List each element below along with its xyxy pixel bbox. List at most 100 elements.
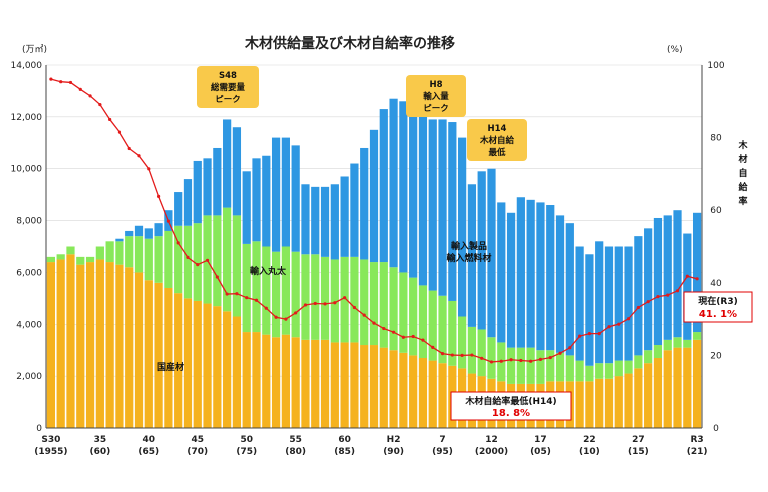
bar-segment-import-logs: [134, 236, 144, 273]
self-sufficiency-point: [499, 359, 503, 363]
bar-segment-import-logs: [311, 254, 320, 340]
bar-segment-import-logs: [66, 246, 75, 255]
bar-segment-import-products: [399, 101, 408, 273]
self-sufficiency-point: [108, 117, 112, 122]
bar-segment-domestic: [320, 339, 330, 428]
bar-segment-domestic: [46, 262, 55, 428]
bar-segment-domestic: [438, 363, 447, 428]
x-tick-sublabel: (95): [432, 447, 453, 457]
bar-segment-import-logs: [223, 207, 232, 312]
bar-segment-import-logs: [85, 256, 95, 263]
self-sufficiency-point: [480, 356, 484, 360]
bar-segment-import-logs: [76, 256, 85, 265]
self-sufficiency-point: [49, 77, 53, 81]
right-axis-ticks: 0 20 40 60 80 100: [707, 61, 724, 434]
x-tick-sublabel: (2000): [475, 447, 508, 457]
bar-segment-domestic: [262, 334, 271, 428]
self-sufficiency-point: [607, 325, 611, 329]
bar-segment-domestic: [683, 347, 692, 428]
right-tick-label: 80: [710, 134, 722, 144]
self-sufficiency-point: [205, 258, 210, 262]
bar-segment-import-logs: [115, 241, 124, 265]
bar-segment-import-logs: [663, 339, 672, 351]
svg-text:木材自給: 木材自給: [479, 135, 515, 146]
x-tick-label: 35: [94, 435, 107, 445]
right-tick-label: 20: [710, 351, 722, 361]
bar-segment-domestic: [585, 381, 594, 428]
bar-segment-import-logs: [516, 347, 525, 384]
bar-segment-import-logs: [213, 215, 222, 307]
x-tick-sublabel: (85): [334, 447, 355, 457]
bar-segment-import-products: [634, 236, 643, 356]
label-import-fuel: 輸入燃料材: [446, 252, 491, 264]
bar-segment-import-products: [379, 109, 388, 263]
bar-segment-import-logs: [379, 262, 388, 348]
left-axis-ticks: 0 2,000 4,000 6,000 8,000 10,000 12,000 14,000: [11, 61, 43, 434]
bar-segment-domestic: [575, 381, 584, 428]
x-tick-sublabel: (65): [138, 447, 159, 457]
bar-segment-import-logs: [614, 360, 623, 377]
self-sufficiency-point: [597, 332, 601, 336]
bar-segment-import-products: [555, 215, 565, 353]
bar-segment-domestic: [663, 350, 672, 428]
bar-segment-import-logs: [644, 350, 653, 364]
bar-segment-import-logs: [487, 337, 496, 379]
bar-segment-import-logs: [604, 363, 614, 379]
bar-segment-import-logs: [477, 329, 486, 377]
bar-segment-import-products: [213, 147, 222, 216]
bar-segment-import-products: [565, 223, 574, 356]
bar-segment-import-products: [614, 246, 623, 361]
annotation-s48: S48 総需要量 ピーク: [197, 66, 259, 108]
bar-segment-import-products: [663, 215, 672, 340]
x-tick-sublabel: (75): [236, 447, 257, 457]
bar-segment-domestic: [85, 262, 95, 428]
self-sufficiency-point: [313, 301, 317, 306]
bar-segment-import-logs: [95, 246, 104, 260]
bar-segment-import-products: [477, 171, 486, 330]
annotation-h14: H14 木材自給 最低: [467, 119, 527, 161]
self-sufficiency-point: [254, 298, 259, 302]
bar-segment-import-logs: [242, 243, 251, 333]
self-sufficiency-point: [352, 305, 357, 310]
bar-segment-import-logs: [46, 256, 55, 263]
self-sufficiency-point: [401, 335, 405, 339]
bar-segment-import-logs: [389, 267, 398, 351]
right-axis-unit: (%): [667, 45, 683, 55]
bar-segment-import-logs: [369, 262, 379, 346]
self-sufficiency-point: [646, 300, 650, 304]
bar-segment-domestic: [418, 357, 428, 428]
bar-segment-domestic: [271, 337, 281, 428]
x-tick-label: 45: [191, 435, 204, 445]
bar-segment-import-products: [536, 202, 545, 351]
bar-segment-domestic: [350, 342, 359, 428]
self-sufficiency-point: [617, 322, 621, 326]
bar-segment-domestic: [242, 332, 251, 428]
bar-segment-domestic: [164, 287, 173, 428]
self-sufficiency-point: [137, 154, 141, 158]
self-sufficiency-point: [470, 353, 474, 357]
svg-text:現在(R3): 現在(R3): [698, 295, 737, 307]
bar-segment-import-products: [350, 163, 359, 257]
bar-segment-import-logs: [526, 347, 535, 384]
annotation-h8: H8 輸入量 ピーク: [406, 75, 466, 117]
self-sufficiency-point: [411, 334, 415, 339]
bar-segment-import-logs: [418, 285, 428, 358]
svg-text:H8: H8: [429, 80, 442, 90]
bar-segment-import-logs: [624, 360, 633, 374]
self-sufficiency-point: [656, 294, 660, 299]
bar-segment-domestic: [232, 316, 242, 428]
bar-segment-domestic: [340, 342, 349, 428]
left-axis-unit: (万㎥): [22, 44, 47, 55]
svg-text:ピーク: ピーク: [215, 94, 241, 105]
bar-segment-domestic: [56, 259, 65, 428]
bar-segment-import-logs: [555, 352, 565, 382]
bar-segment-domestic: [154, 282, 163, 428]
bar-segment-domestic: [389, 350, 398, 428]
x-tick-label: 55: [289, 435, 302, 445]
bar-segment-import-logs: [575, 360, 584, 382]
bar-segment-import-products: [448, 122, 457, 301]
bar-segment-import-products: [203, 158, 212, 216]
self-sufficiency-line: [49, 77, 699, 364]
bar-segment-domestic: [644, 363, 653, 428]
self-sufficiency-point: [421, 338, 425, 342]
